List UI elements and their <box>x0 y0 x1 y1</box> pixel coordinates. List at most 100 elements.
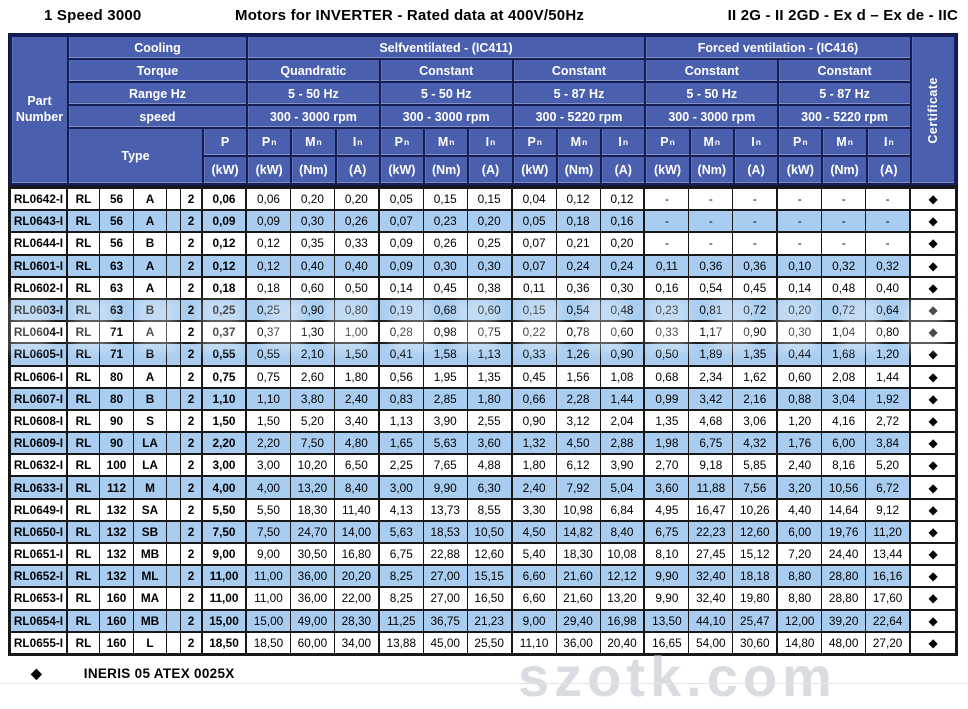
cell-value: 15,12 <box>733 544 779 565</box>
cell-frame-variant: ML <box>134 566 167 587</box>
cell-frame-size: 90 <box>100 433 134 454</box>
table-row: RL0602-I RL 63 A 2 0,18 0,18 0,60 0,50 0,14 0,45 0,… <box>11 277 956 300</box>
cell-certificate-icon: ◆ <box>911 499 956 520</box>
cell-value: 1,13 <box>468 344 513 365</box>
cell-value: - <box>778 211 823 232</box>
cell-poles: 2 <box>181 566 203 587</box>
cell-certificate-icon: ◆ <box>911 544 956 565</box>
cell-value: 0,18 <box>247 277 291 298</box>
cell-value: 1,20 <box>866 344 912 365</box>
cell-value: 1,92 <box>866 388 912 409</box>
frequency-range-1: 5 - 50 Hz <box>380 83 512 104</box>
cell-value: 0,18 <box>557 211 601 232</box>
cell-value: 0,33 <box>335 233 380 254</box>
cell-frame-variant: LA <box>134 455 167 476</box>
cell-value: 0,28 <box>380 322 424 343</box>
cell-value: 0,07 <box>513 233 557 254</box>
cell-spacer <box>167 566 181 587</box>
cell-value: 60,00 <box>291 632 335 653</box>
cell-poles: 2 <box>181 366 203 387</box>
type-label: Type <box>69 129 202 183</box>
cell-value: 25,50 <box>468 632 513 653</box>
cell-spacer <box>167 433 181 454</box>
cell-value: 0,30 <box>424 255 468 276</box>
cell-value: 0,78 <box>557 322 601 343</box>
cell-type-prefix: RL <box>68 322 100 343</box>
cell-value: 18,53 <box>424 521 468 542</box>
cell-certificate-icon: ◆ <box>911 299 956 321</box>
cell-frame-variant: A <box>134 366 167 387</box>
cell-rated-power: 0,06 <box>203 189 247 210</box>
cell-value: 18,50 <box>247 632 291 653</box>
cell-value: 0,68 <box>645 366 690 387</box>
cell-value: 3,80 <box>291 388 335 409</box>
cell-value: 21,60 <box>557 588 601 609</box>
cell-value: 11,00 <box>247 588 291 609</box>
frequency-range-3: 5 - 50 Hz <box>646 83 778 104</box>
cell-spacer <box>167 477 181 498</box>
cell-value: 0,88 <box>778 388 823 409</box>
speed-range-0: 300 - 3000 rpm <box>248 106 379 127</box>
cell-type-prefix: RL <box>68 366 100 387</box>
cell-type-prefix: RL <box>68 388 100 409</box>
cell-value: 15,15 <box>468 566 513 587</box>
col-unit-in: (A) <box>602 157 645 183</box>
cell-value: 0,72 <box>822 299 867 321</box>
cell-type-prefix: RL <box>68 477 100 498</box>
cell-value: 3,06 <box>733 410 779 432</box>
cell-value: 6,30 <box>468 477 513 498</box>
cell-value: 0,32 <box>866 255 912 276</box>
cell-value: 0,12 <box>601 189 646 210</box>
cell-value: 0,36 <box>557 277 601 298</box>
cell-type-prefix: RL <box>68 610 100 631</box>
cell-value: 8,25 <box>380 566 424 587</box>
cell-value: 0,98 <box>424 322 468 343</box>
table-header: Part Number Cooling Selfventilated - (IC… <box>8 33 958 186</box>
cell-value: 0,24 <box>557 255 601 276</box>
cell-rated-power: 11,00 <box>203 588 247 609</box>
speed-cells: 300 - 3000 rpm 300 - 3000 rpm 300 - 5220 r… <box>247 105 911 128</box>
cell-value: 16,50 <box>468 588 513 609</box>
cell-value: 4,32 <box>733 433 779 454</box>
cell-part-number: RL0655-I <box>11 632 68 653</box>
table-row: RL0605-I RL 71 B 2 0,55 0,55 2,10 1,50 0,41 1,58 1,… <box>11 344 956 367</box>
cell-value: 0,25 <box>247 299 291 321</box>
cell-value: 0,20 <box>601 233 646 254</box>
cell-frame-variant: S <box>134 410 167 432</box>
cell-value: 0,12 <box>247 233 291 254</box>
cell-value: 2,70 <box>645 455 690 476</box>
cell-part-number: RL0643-I <box>11 211 68 232</box>
cell-value: 7,56 <box>733 477 779 498</box>
cell-certificate-icon: ◆ <box>911 189 956 210</box>
cell-value: 1,13 <box>380 410 424 432</box>
cell-part-number: RL0606-I <box>11 366 68 387</box>
cell-value: - <box>778 233 823 254</box>
table-row: RL0604-I RL 71 A 2 0,37 0,37 1,30 1,00 0,28 0,98 0,… <box>11 322 956 345</box>
cell-part-number: RL0604-I <box>11 322 68 343</box>
cell-value: 0,90 <box>601 344 646 365</box>
cell-frame-size: 160 <box>100 610 134 631</box>
cell-value: 1,95 <box>424 366 468 387</box>
table-row: RL0652-I RL 132 ML 2 11,00 11,00 36,00 20,20 8,25… <box>11 566 956 589</box>
cell-type-prefix: RL <box>68 521 100 542</box>
cell-poles: 2 <box>181 433 203 454</box>
cell-part-number: RL0601-I <box>11 255 68 276</box>
cell-value: 0,21 <box>557 233 601 254</box>
cell-poles: 2 <box>181 477 203 498</box>
cell-type-prefix: RL <box>68 499 100 520</box>
cell-value: 6,75 <box>645 521 690 542</box>
cell-value: 0,20 <box>468 211 513 232</box>
symbol-main: M <box>836 135 847 149</box>
cell-value: 1,65 <box>380 433 424 454</box>
